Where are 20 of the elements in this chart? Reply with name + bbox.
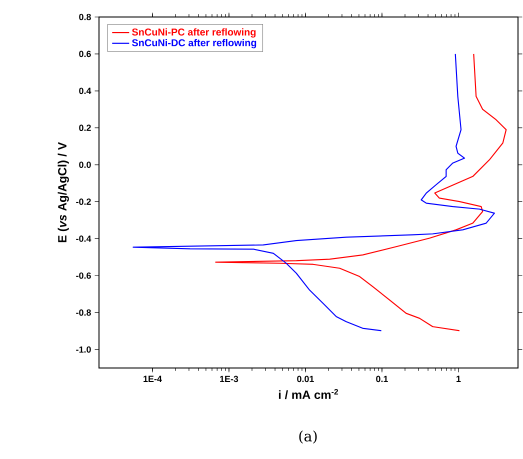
y-axis-title: E (vs Ag/AgCl) / V xyxy=(58,142,69,242)
y-tick-label: -0.2 xyxy=(76,198,91,205)
x-tick-label: 1 xyxy=(456,376,461,382)
y-tick-label: -1.0 xyxy=(76,346,91,353)
y-tick-label: 0.2 xyxy=(79,124,91,132)
x-tick-label: 1E-4 xyxy=(144,376,162,382)
y-tick-label: 0.4 xyxy=(79,88,92,94)
y-tick-label: 0.0 xyxy=(79,162,91,168)
y-tick-label: 0.6 xyxy=(79,50,91,58)
legend-label: SnCuNi-DC after reflowing xyxy=(132,38,256,48)
x-axis-title: i / mA cm$^{-2}$ xyxy=(278,388,338,400)
y-tick-label: -0.6 xyxy=(76,272,91,279)
x-tick-label: 1E-3 xyxy=(220,376,238,382)
y-tick-label: 0.8 xyxy=(79,14,91,20)
x-tick-label: 0.01 xyxy=(297,376,314,382)
x-tick-label: 0.1 xyxy=(376,376,388,382)
legend-label: SnCuNi-PC after reflowing xyxy=(132,28,256,38)
text: (a) xyxy=(299,430,317,444)
y-tick-label: -0.4 xyxy=(76,236,92,242)
y-tick-label: -0.8 xyxy=(76,309,91,316)
